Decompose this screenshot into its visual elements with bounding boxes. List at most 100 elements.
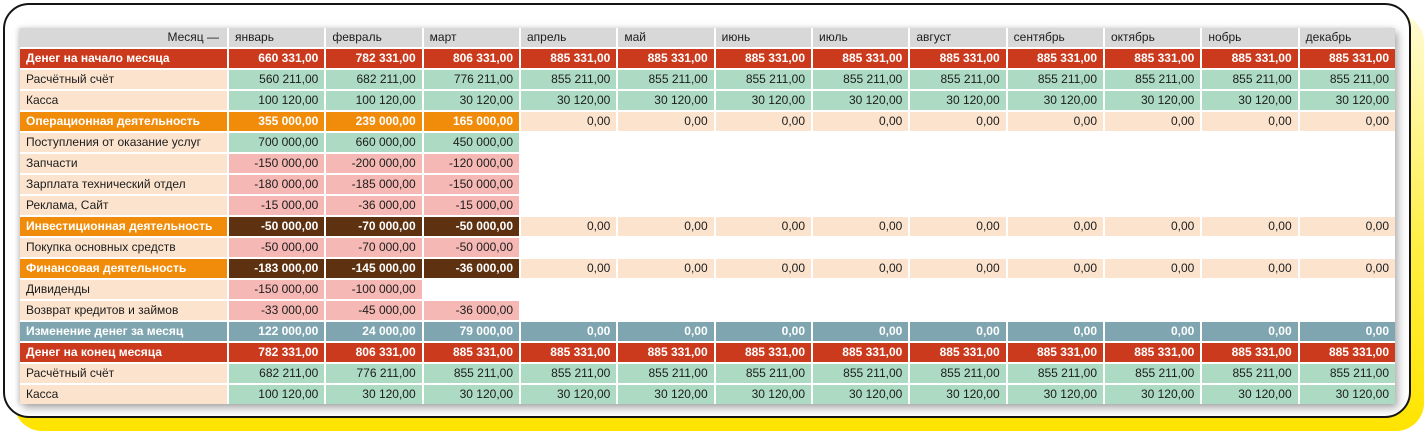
value-cell: 100 120,00: [229, 91, 325, 110]
value-cell: 855 211,00: [521, 364, 617, 383]
value-cell: 885 331,00: [910, 49, 1006, 68]
value-cell: [1007, 175, 1103, 194]
value-cell: 30 120,00: [1202, 385, 1298, 404]
value-cell: 0,00: [1299, 112, 1395, 131]
value-cell: 885 331,00: [715, 49, 811, 68]
month-header-cell: июнь: [715, 28, 811, 47]
value-cell: 30 120,00: [618, 91, 714, 110]
value-cell: 776 211,00: [423, 70, 519, 89]
value-cell: [618, 196, 714, 215]
value-cell: 0,00: [715, 217, 811, 236]
value-cell: 0,00: [1299, 217, 1395, 236]
value-cell: 0,00: [618, 217, 714, 236]
row-label-cell: Реклама, Сайт: [20, 196, 227, 215]
row-label-cell: Расчётный счёт: [20, 70, 227, 89]
value-cell: 0,00: [521, 259, 617, 278]
value-cell: 855 211,00: [910, 70, 1006, 89]
value-cell: -36 000,00: [423, 301, 519, 320]
value-cell: [1202, 196, 1298, 215]
value-cell: [1007, 301, 1103, 320]
value-cell: 885 331,00: [1105, 343, 1201, 362]
row-label-cell: Поступления от оказание услуг: [20, 133, 227, 152]
value-cell: 239 000,00: [326, 112, 422, 131]
value-cell: -200 000,00: [326, 154, 422, 173]
value-cell: 30 120,00: [715, 91, 811, 110]
value-cell: 855 211,00: [423, 364, 519, 383]
value-cell: 165 000,00: [423, 112, 519, 131]
value-cell: [813, 154, 909, 173]
cashflow-card: Месяц — январь февраль март апрель май июнь ию…: [3, 3, 1411, 418]
value-cell: 30 120,00: [715, 385, 811, 404]
value-cell: 782 331,00: [326, 49, 422, 68]
value-cell: 0,00: [1105, 112, 1201, 131]
value-cell: [910, 301, 1006, 320]
value-cell: 122 000,00: [229, 322, 325, 341]
value-cell: 0,00: [813, 322, 909, 341]
value-cell: [1299, 133, 1395, 152]
value-cell: -50 000,00: [423, 238, 519, 257]
value-cell: -70 000,00: [326, 238, 422, 257]
value-cell: 855 211,00: [1105, 70, 1201, 89]
value-cell: -15 000,00: [423, 196, 519, 215]
row-label-cell: Покупка основных средств: [20, 238, 227, 257]
value-cell: [1007, 154, 1103, 173]
value-cell: 855 211,00: [813, 70, 909, 89]
cashflow-table: Месяц — январь февраль март апрель май июнь ию…: [20, 28, 1395, 404]
month-header-cell: август: [910, 28, 1006, 47]
value-cell: [910, 196, 1006, 215]
value-cell: 885 331,00: [1202, 343, 1298, 362]
value-cell: 0,00: [1202, 112, 1298, 131]
value-cell: [813, 196, 909, 215]
value-cell: 806 331,00: [326, 343, 422, 362]
value-cell: [1007, 196, 1103, 215]
value-cell: -120 000,00: [423, 154, 519, 173]
value-cell: 30 120,00: [423, 91, 519, 110]
value-cell: [618, 301, 714, 320]
value-cell: 0,00: [1202, 322, 1298, 341]
value-cell: 0,00: [1007, 112, 1103, 131]
value-cell: 885 331,00: [521, 49, 617, 68]
value-cell: 660 331,00: [229, 49, 325, 68]
value-cell: [521, 238, 617, 257]
row-label-cell: Финансовая деятельность: [20, 259, 227, 278]
value-cell: -33 000,00: [229, 301, 325, 320]
value-cell: 855 211,00: [521, 70, 617, 89]
month-header-cell: декабрь: [1299, 28, 1395, 47]
value-cell: 0,00: [618, 322, 714, 341]
value-cell: [1202, 238, 1298, 257]
value-cell: -150 000,00: [229, 154, 325, 173]
value-cell: [618, 280, 714, 299]
row-label-cell: Операционная деятельность: [20, 112, 227, 131]
value-cell: [813, 175, 909, 194]
value-cell: [1007, 133, 1103, 152]
value-cell: [715, 238, 811, 257]
month-header-cell: июль: [813, 28, 909, 47]
value-cell: 0,00: [1202, 259, 1298, 278]
value-cell: [1202, 175, 1298, 194]
row-label-cell: Инвестиционная деятельность: [20, 217, 227, 236]
value-cell: 682 211,00: [229, 364, 325, 383]
month-header-cell: март: [423, 28, 519, 47]
value-cell: [1299, 238, 1395, 257]
value-cell: 0,00: [715, 112, 811, 131]
value-cell: 885 331,00: [1202, 49, 1298, 68]
value-cell: [521, 175, 617, 194]
value-cell: 885 331,00: [1105, 49, 1201, 68]
value-cell: [715, 154, 811, 173]
value-cell: 855 211,00: [813, 364, 909, 383]
value-cell: 0,00: [1105, 322, 1201, 341]
value-cell: [618, 133, 714, 152]
value-cell: 855 211,00: [618, 70, 714, 89]
value-cell: 855 211,00: [618, 364, 714, 383]
value-cell: [813, 301, 909, 320]
value-cell: -50 000,00: [229, 217, 325, 236]
value-cell: 700 000,00: [229, 133, 325, 152]
value-cell: [618, 238, 714, 257]
value-cell: 0,00: [910, 322, 1006, 341]
value-cell: [521, 154, 617, 173]
value-cell: [813, 280, 909, 299]
value-cell: -100 000,00: [326, 280, 422, 299]
value-cell: 855 211,00: [1202, 70, 1298, 89]
month-header-cell: май: [618, 28, 714, 47]
value-cell: 660 000,00: [326, 133, 422, 152]
